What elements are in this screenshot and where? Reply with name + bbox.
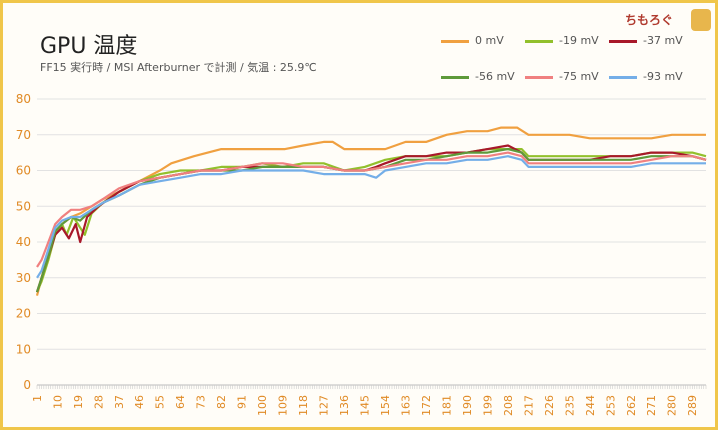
x-tick-label: 217 xyxy=(522,395,535,416)
x-tick-label: 235 xyxy=(563,395,576,416)
y-tick-label: 30 xyxy=(16,271,31,285)
x-tick-label: 1 xyxy=(31,395,44,402)
x-tick-label: 46 xyxy=(133,395,146,409)
site-logo: ちもろぐ xyxy=(625,9,711,33)
x-tick-label: 118 xyxy=(297,395,310,416)
x-tick-label: 262 xyxy=(625,395,638,416)
series-line-5 xyxy=(36,151,707,268)
legend-swatch xyxy=(525,76,553,79)
x-tick-label: 10 xyxy=(51,395,64,409)
chart-title: GPU 温度 xyxy=(40,34,138,59)
x-tick-label: 91 xyxy=(236,395,249,409)
y-tick-label: 80 xyxy=(16,92,31,106)
legend-swatch xyxy=(609,76,637,79)
x-tick-label: 127 xyxy=(318,395,331,416)
series-line-2 xyxy=(35,148,707,293)
x-tick-label: 226 xyxy=(543,395,556,416)
y-tick-label: 70 xyxy=(16,128,31,142)
logo-text: ちもろぐ xyxy=(625,13,674,27)
legend-swatch xyxy=(609,40,637,43)
x-tick-label: 145 xyxy=(359,395,372,416)
x-tick-label: 136 xyxy=(338,395,351,416)
y-tick-label: 50 xyxy=(16,199,31,213)
legend-label: -19 mV xyxy=(559,34,599,47)
x-tick-label: 82 xyxy=(215,395,228,409)
x-tick-label: 163 xyxy=(399,395,412,416)
x-tick-label: 289 xyxy=(686,395,699,416)
x-tick-label: 190 xyxy=(461,395,474,416)
legend-swatch xyxy=(441,40,469,43)
legend-swatch xyxy=(525,40,553,43)
x-tick-label: 181 xyxy=(440,395,453,416)
chart-legend: 0 mV -19 mV -37 mV -56 mV -75 mV -93 mV xyxy=(441,34,711,88)
x-tick-label: 19 xyxy=(72,395,85,409)
y-tick-label: 10 xyxy=(16,342,31,356)
x-tick-label: 172 xyxy=(420,395,433,416)
x-tick-label: 271 xyxy=(645,395,658,416)
legend-label: -56 mV xyxy=(475,70,515,83)
legend-label: -37 mV xyxy=(643,34,683,47)
y-tick-label: 20 xyxy=(16,307,31,321)
legend-swatch xyxy=(441,76,469,79)
legend-label: -93 mV xyxy=(643,70,683,83)
x-tick-label: 64 xyxy=(174,395,187,409)
series-line-6 xyxy=(36,155,706,279)
x-tick-label: 73 xyxy=(195,395,208,409)
x-tick-label: 154 xyxy=(379,395,392,416)
x-tick-label: 37 xyxy=(113,395,126,409)
chart-subtitle: FF15 実行時 / MSI Afterburner で計測 / 気温 : 25… xyxy=(40,61,317,74)
series-line-1 xyxy=(35,126,706,296)
x-tick-label: 253 xyxy=(604,395,617,416)
y-tick-label: 60 xyxy=(16,164,31,178)
x-tick-label: 100 xyxy=(256,395,269,416)
legend-label: -75 mV xyxy=(559,70,599,83)
x-tick-label: 109 xyxy=(277,395,290,416)
x-tick-label: 55 xyxy=(154,395,167,409)
y-tick-label: 40 xyxy=(16,235,31,249)
x-tick-label: 280 xyxy=(666,395,679,416)
x-tick-label: 208 xyxy=(502,395,515,416)
y-tick-label: 0 xyxy=(23,378,31,392)
legend-label: 0 mV xyxy=(475,34,504,47)
cat-icon xyxy=(691,9,711,31)
x-tick-label: 28 xyxy=(92,395,105,409)
x-tick-label: 199 xyxy=(481,395,494,416)
x-tick-label: 244 xyxy=(584,395,597,416)
